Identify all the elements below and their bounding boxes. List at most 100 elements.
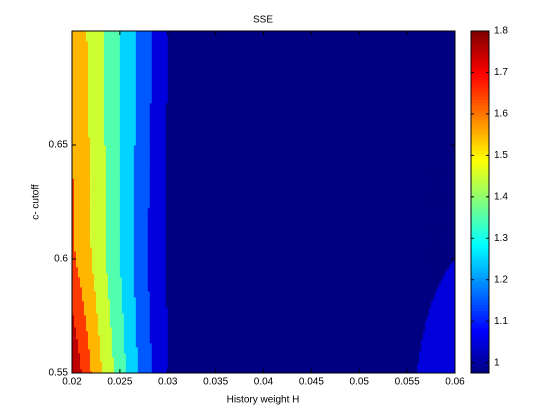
contour-piece [103, 265, 107, 268]
contour-piece [133, 361, 137, 364]
contour-piece [91, 341, 95, 344]
contour-piece [109, 285, 113, 288]
contour-piece [97, 345, 101, 348]
contour-piece [83, 269, 87, 272]
contour-piece [83, 293, 87, 296]
contour-piece [79, 309, 83, 312]
contour-piece [99, 357, 103, 360]
contour-piece [93, 301, 97, 304]
contour-piece [85, 281, 89, 284]
contour-piece [93, 305, 97, 308]
contour-piece [91, 283, 95, 286]
contour-piece [77, 353, 81, 356]
contour-piece [93, 311, 97, 314]
contour-piece [72, 287, 75, 290]
contour-piece [72, 261, 75, 264]
contour-piece [91, 259, 95, 262]
contour-piece [97, 265, 101, 268]
contour-piece [133, 277, 137, 280]
contour-piece [85, 351, 89, 354]
contour-piece [85, 307, 89, 310]
contour-piece [113, 335, 117, 338]
contour-piece [107, 325, 111, 328]
contour-piece [113, 317, 117, 320]
contour-piece [75, 351, 79, 354]
contour-piece [77, 259, 81, 262]
contour-piece [117, 343, 121, 346]
contour-piece [107, 259, 111, 262]
contour-piece [85, 311, 89, 314]
contour-piece [101, 317, 105, 320]
contour-piece [73, 323, 77, 326]
contour-piece [87, 309, 91, 312]
contour-piece [121, 295, 125, 298]
contour-piece [125, 331, 129, 334]
contour-piece [99, 265, 103, 268]
contour-piece [115, 265, 119, 268]
contour-piece [91, 361, 95, 364]
contour-piece [127, 317, 131, 320]
contour-piece [105, 313, 109, 316]
contour-piece [97, 337, 101, 340]
contour-piece [123, 267, 127, 270]
contour-piece [131, 363, 135, 366]
contour-piece [89, 283, 93, 286]
contour-piece [105, 275, 109, 278]
contour-piece [87, 303, 91, 306]
contour-piece [95, 303, 99, 306]
contour-piece [73, 309, 77, 312]
contour-piece [83, 271, 87, 274]
contour-piece [117, 317, 121, 320]
contour-piece [111, 341, 115, 344]
contour-piece [113, 349, 117, 352]
contour-piece [121, 357, 125, 360]
contour-piece [127, 271, 131, 274]
contour-piece [95, 321, 99, 324]
contour-piece [133, 305, 137, 308]
contour-piece [87, 289, 91, 292]
contour-piece [103, 275, 107, 278]
contour-piece [115, 303, 119, 306]
contour-piece [81, 315, 85, 318]
contour-piece [123, 329, 127, 332]
contour-piece [117, 353, 121, 356]
contour-piece [73, 295, 77, 298]
contour-piece [111, 365, 115, 368]
contour-piece [83, 371, 87, 374]
contour-piece [101, 321, 105, 324]
contour-piece [123, 337, 127, 340]
contour-piece [72, 367, 75, 370]
contour-piece [101, 345, 105, 348]
contour-piece [123, 347, 127, 350]
contour-piece [131, 365, 135, 368]
contour-piece [97, 343, 101, 346]
contour-piece [109, 349, 113, 352]
contour-piece [101, 305, 105, 308]
contour-piece [119, 295, 123, 298]
contour-piece [129, 273, 133, 276]
contour-piece [93, 317, 97, 320]
contour-piece [113, 363, 117, 366]
contour-piece [91, 371, 95, 374]
contour-piece [73, 287, 77, 290]
contour-piece [131, 319, 135, 322]
contour-piece [75, 339, 79, 342]
contour-piece [107, 287, 111, 290]
contour-piece [115, 365, 119, 368]
contour-piece [73, 265, 77, 268]
contour-piece [83, 313, 87, 316]
contour-piece [117, 281, 121, 284]
contour-piece [93, 345, 97, 348]
contour-piece [89, 313, 93, 316]
contour-piece [91, 367, 95, 370]
contour-piece [83, 273, 87, 276]
contour-piece [83, 261, 87, 264]
contour-piece [83, 323, 87, 326]
contour-piece [85, 265, 89, 268]
contour-piece [119, 341, 123, 344]
contour-piece [127, 287, 131, 290]
contour-piece [93, 369, 97, 372]
contour-piece [129, 371, 133, 374]
contour-piece [85, 283, 89, 286]
contour-piece [75, 353, 79, 356]
